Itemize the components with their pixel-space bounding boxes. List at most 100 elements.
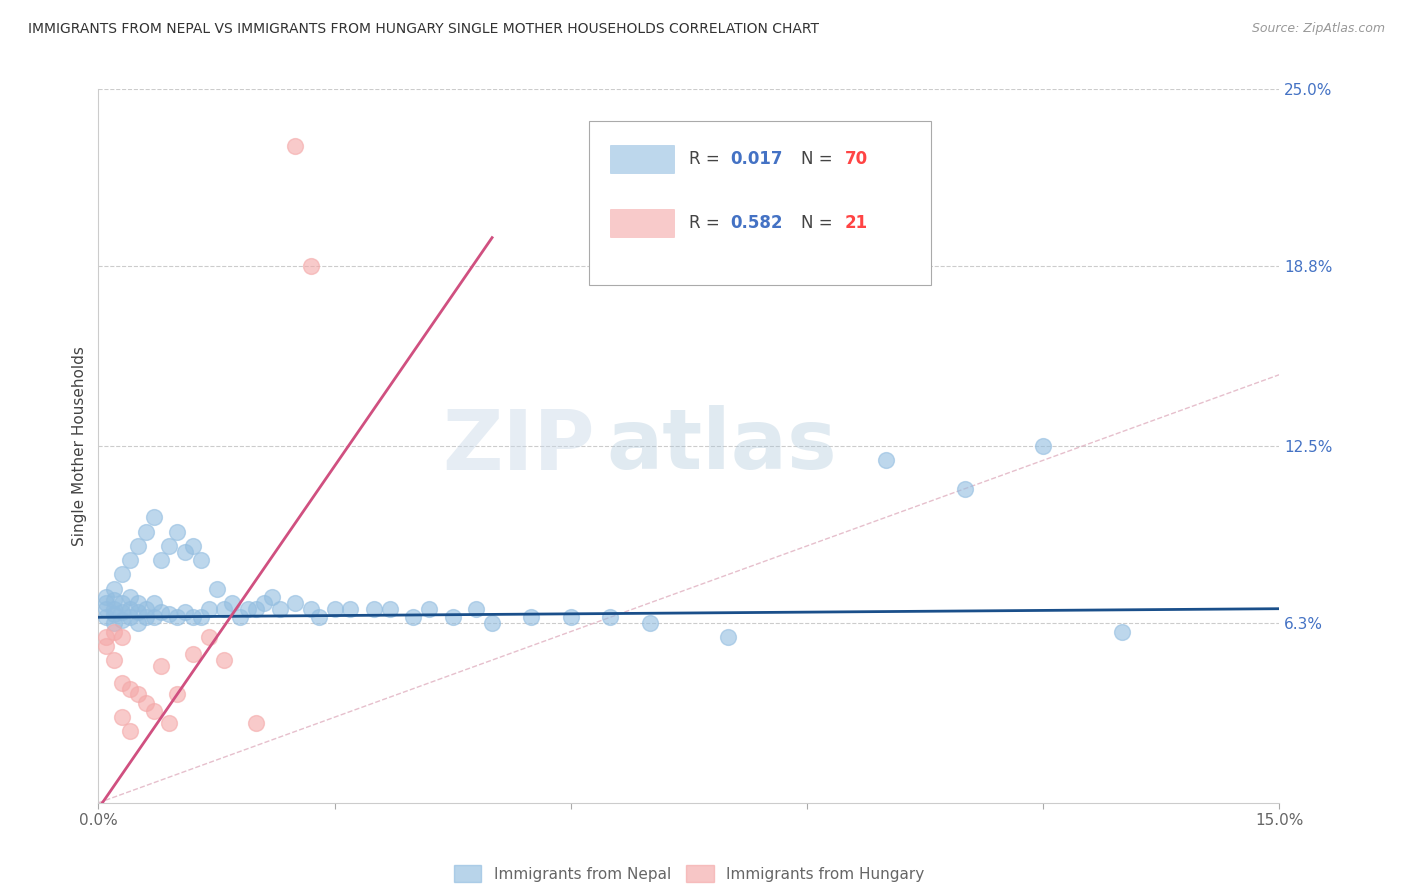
Y-axis label: Single Mother Households: Single Mother Households	[72, 346, 87, 546]
Point	[181, 539, 204, 553]
Point	[111, 567, 134, 582]
Point	[103, 653, 125, 667]
Point	[127, 539, 149, 553]
Point	[245, 715, 267, 730]
Point	[118, 591, 141, 605]
Point	[181, 610, 204, 624]
Text: N =: N =	[801, 214, 838, 232]
Point	[135, 696, 157, 710]
Point	[221, 596, 243, 610]
Point	[111, 613, 134, 627]
Point	[96, 639, 118, 653]
Text: IMMIGRANTS FROM NEPAL VS IMMIGRANTS FROM HUNGARY SINGLE MOTHER HOUSEHOLDS CORREL: IMMIGRANTS FROM NEPAL VS IMMIGRANTS FROM…	[28, 22, 820, 37]
Point	[96, 610, 118, 624]
Point	[118, 724, 141, 739]
Point	[118, 601, 141, 615]
Point	[363, 601, 385, 615]
Point	[103, 607, 125, 622]
Point	[118, 681, 141, 696]
Point	[96, 601, 118, 615]
Point	[103, 601, 125, 615]
Point	[284, 139, 307, 153]
Point	[638, 615, 661, 630]
Point	[214, 601, 236, 615]
Point	[111, 676, 134, 690]
Point	[197, 630, 219, 644]
Point	[174, 544, 197, 558]
Point	[103, 593, 125, 607]
FancyBboxPatch shape	[589, 121, 931, 285]
Point	[953, 482, 976, 496]
Point	[135, 610, 157, 624]
Point	[253, 596, 276, 610]
Point	[111, 710, 134, 724]
Point	[269, 601, 291, 615]
FancyBboxPatch shape	[610, 145, 673, 173]
Point	[150, 658, 173, 673]
Point	[135, 601, 157, 615]
Point	[181, 648, 204, 662]
Point	[157, 715, 180, 730]
Point	[166, 687, 188, 701]
Point	[299, 601, 322, 615]
Point	[190, 610, 212, 624]
Point	[284, 596, 307, 610]
Point	[96, 630, 118, 644]
Point	[157, 607, 180, 622]
Point	[308, 610, 330, 624]
Text: R =: R =	[689, 214, 725, 232]
Point	[96, 591, 118, 605]
Legend: Immigrants from Nepal, Immigrants from Hungary: Immigrants from Nepal, Immigrants from H…	[447, 859, 931, 888]
FancyBboxPatch shape	[610, 209, 673, 237]
Point	[166, 610, 188, 624]
Point	[150, 605, 173, 619]
Point	[142, 610, 165, 624]
Point	[127, 687, 149, 701]
Text: 0.017: 0.017	[730, 150, 783, 168]
Point	[418, 601, 440, 615]
Point	[174, 605, 197, 619]
Point	[323, 601, 346, 615]
Text: Source: ZipAtlas.com: Source: ZipAtlas.com	[1251, 22, 1385, 36]
Point	[205, 582, 228, 596]
Point	[111, 630, 134, 644]
Point	[214, 653, 236, 667]
Point	[599, 610, 621, 624]
Point	[378, 601, 401, 615]
Point	[150, 553, 173, 567]
Text: 0.582: 0.582	[730, 214, 783, 232]
Point	[111, 605, 134, 619]
Point	[245, 601, 267, 615]
Point	[560, 610, 582, 624]
Text: 21: 21	[845, 214, 868, 232]
Point	[103, 615, 125, 630]
Point	[127, 596, 149, 610]
Point	[875, 453, 897, 467]
Text: atlas: atlas	[606, 406, 837, 486]
Point	[127, 615, 149, 630]
Text: 70: 70	[845, 150, 868, 168]
Point	[166, 524, 188, 539]
Point	[197, 601, 219, 615]
Text: ZIP: ZIP	[441, 406, 595, 486]
Point	[299, 259, 322, 273]
Point	[142, 705, 165, 719]
Point	[103, 624, 125, 639]
Point	[118, 553, 141, 567]
Point	[135, 524, 157, 539]
Text: N =: N =	[801, 150, 838, 168]
Point	[190, 553, 212, 567]
Point	[118, 610, 141, 624]
Point	[157, 539, 180, 553]
Point	[111, 596, 134, 610]
Text: R =: R =	[689, 150, 725, 168]
Point	[441, 610, 464, 624]
Point	[717, 630, 740, 644]
Point	[127, 605, 149, 619]
Point	[142, 510, 165, 524]
Point	[520, 610, 543, 624]
Point	[339, 601, 361, 615]
Point	[236, 601, 259, 615]
Point	[103, 582, 125, 596]
Point	[142, 596, 165, 610]
